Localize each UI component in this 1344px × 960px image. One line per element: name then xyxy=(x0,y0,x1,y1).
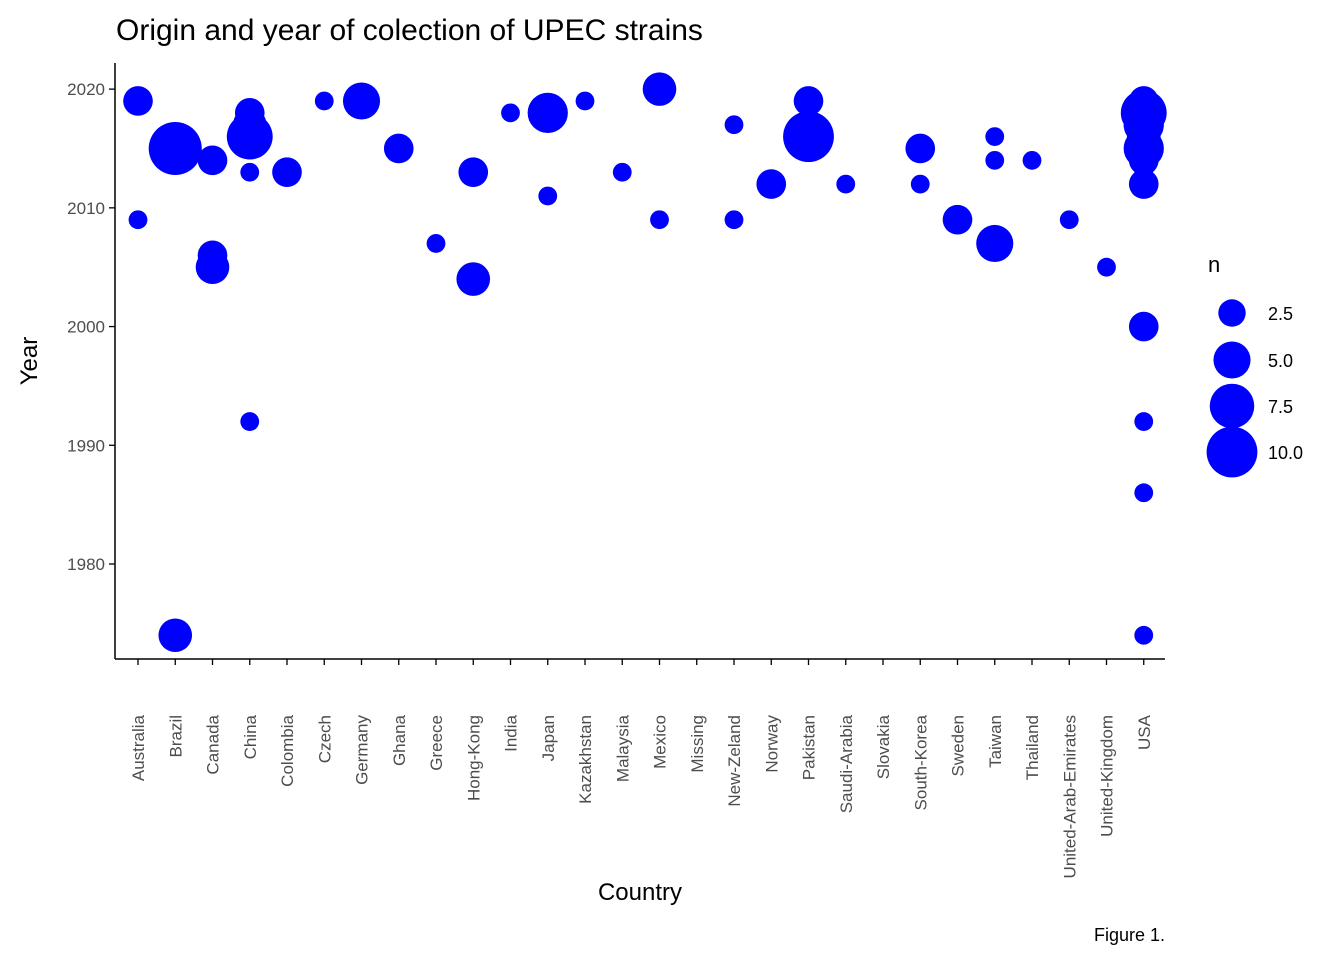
data-point xyxy=(1134,625,1154,645)
y-axis-ticks: 1980 1990 2000 2010 2020 xyxy=(67,80,115,574)
data-point xyxy=(1097,257,1116,277)
legend-title: n xyxy=(1208,252,1220,277)
data-point xyxy=(272,157,302,188)
x-tick-label: Pakistan xyxy=(800,715,819,780)
x-tick-label: United-Kingdom xyxy=(1098,715,1117,837)
data-point xyxy=(456,262,491,296)
data-point xyxy=(756,169,787,199)
x-axis-ticks: Australia Brazil Canada China Colombia Czech G… xyxy=(129,659,1154,878)
y-axis-title: Year xyxy=(16,337,43,386)
data-point xyxy=(128,210,148,230)
data-point xyxy=(195,250,230,285)
x-tick-label: Hong-Kong xyxy=(464,715,483,801)
size-legend: n 2.5 5.0 7.5 10.0 xyxy=(1206,252,1303,478)
legend-label: 2.5 xyxy=(1268,304,1293,324)
x-tick-label: Sweden xyxy=(949,715,968,776)
data-point xyxy=(426,234,446,253)
y-tick-label: 1980 xyxy=(67,555,105,574)
x-tick-label: Germany xyxy=(353,715,372,785)
data-point xyxy=(538,186,558,206)
data-point xyxy=(123,86,153,116)
data-point xyxy=(942,204,973,235)
data-point xyxy=(1134,483,1154,503)
data-point xyxy=(612,162,632,182)
x-tick-label: Ghana xyxy=(390,714,409,766)
data-point xyxy=(1134,412,1154,431)
x-tick-label: Slovakia xyxy=(874,714,893,779)
data-point xyxy=(976,224,1014,263)
data-point xyxy=(342,82,381,120)
x-tick-label: Malaysia xyxy=(613,714,632,782)
data-point xyxy=(383,133,414,164)
x-tick-label: Missing xyxy=(688,715,707,773)
x-axis-title: Country xyxy=(598,879,682,906)
legend-key xyxy=(1213,341,1251,379)
x-tick-label: New-Zeland xyxy=(725,715,744,807)
x-tick-label: Colombia xyxy=(278,714,297,786)
x-tick-label: Thailand xyxy=(1023,715,1042,780)
x-tick-label: Norway xyxy=(762,715,781,773)
x-tick-label: Greece xyxy=(427,715,446,771)
data-point xyxy=(527,92,568,133)
data-point xyxy=(836,174,856,194)
x-tick-label: Mexico xyxy=(651,715,670,769)
data-point xyxy=(240,412,260,431)
legend-key xyxy=(1218,299,1246,327)
data-point xyxy=(314,91,334,111)
data-point xyxy=(148,121,202,176)
data-point xyxy=(501,103,520,123)
data-point xyxy=(793,86,824,116)
x-tick-label: Canada xyxy=(204,714,223,774)
data-point xyxy=(226,113,273,160)
x-tick-label: Czech xyxy=(315,715,334,763)
y-tick-label: 2010 xyxy=(67,199,105,218)
axes xyxy=(114,63,1165,660)
data-point xyxy=(910,174,930,194)
legend-key xyxy=(1206,426,1258,478)
data-point xyxy=(158,618,193,653)
data-point xyxy=(985,127,1005,147)
data-point xyxy=(724,115,744,135)
x-tick-label: China xyxy=(241,714,260,759)
x-tick-label: Taiwan xyxy=(986,715,1005,768)
data-point xyxy=(1128,311,1159,342)
data-point xyxy=(575,91,595,111)
x-tick-label: India xyxy=(502,714,521,751)
y-tick-label: 1990 xyxy=(67,436,105,455)
data-point xyxy=(1022,150,1042,170)
legend-key xyxy=(1209,383,1255,429)
x-tick-label: Saudi-Arabia xyxy=(837,714,856,813)
data-points xyxy=(123,72,1167,653)
x-tick-label: Australia xyxy=(129,714,148,781)
x-tick-label: South-Korea xyxy=(911,714,930,810)
y-tick-label: 2000 xyxy=(67,318,105,337)
data-point xyxy=(240,162,260,182)
x-tick-label: United-Arab-Emirates xyxy=(1060,715,1079,878)
data-point xyxy=(1128,169,1159,199)
data-point xyxy=(985,150,1005,170)
legend-label: 7.5 xyxy=(1268,397,1293,417)
y-tick-label: 2020 xyxy=(67,80,105,99)
x-tick-label: Brazil xyxy=(166,715,185,758)
figure-caption: Figure 1. xyxy=(1094,925,1165,945)
legend-label: 10.0 xyxy=(1268,443,1303,463)
data-point xyxy=(905,133,936,164)
data-point xyxy=(1059,210,1079,230)
x-tick-label: USA xyxy=(1135,714,1154,750)
data-point xyxy=(197,145,228,176)
legend-label: 5.0 xyxy=(1268,351,1293,371)
data-point xyxy=(650,210,669,230)
data-point xyxy=(642,72,677,106)
x-tick-label: Japan xyxy=(539,715,558,761)
data-point xyxy=(724,210,744,230)
data-point xyxy=(458,157,489,188)
data-point xyxy=(783,111,834,163)
chart-title: Origin and year of colection of UPEC str… xyxy=(116,14,703,47)
x-tick-label: Kazakhstan xyxy=(576,715,595,804)
